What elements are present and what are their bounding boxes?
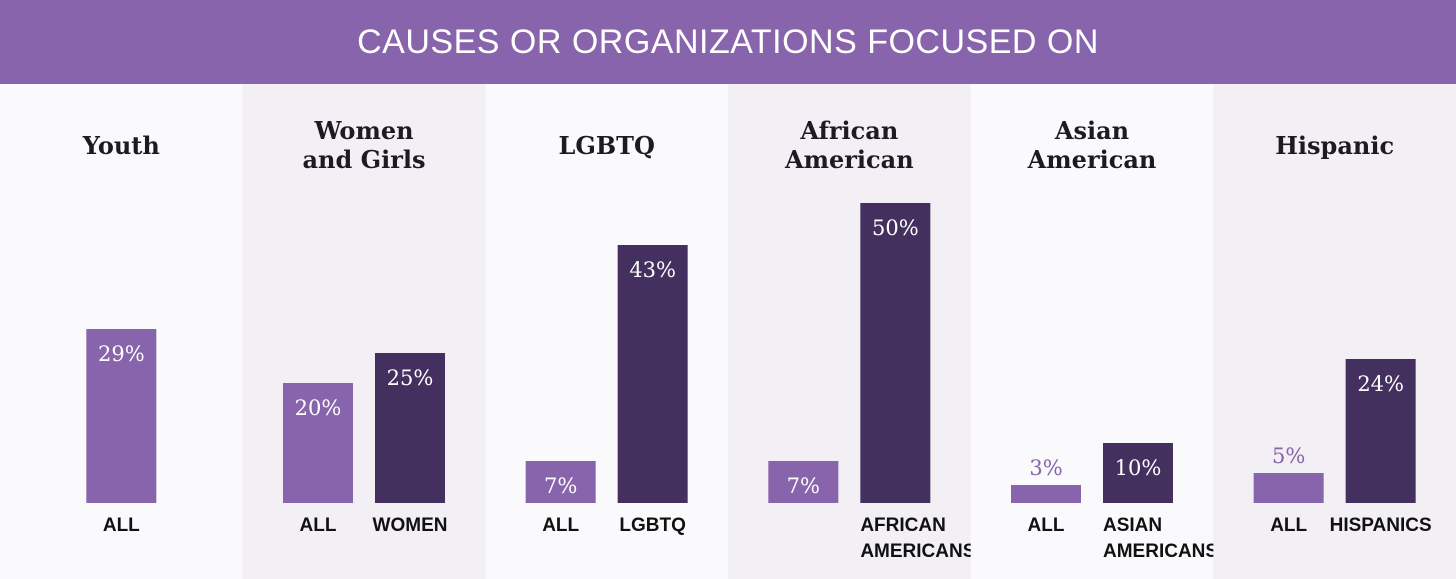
panel-title: Hispanic xyxy=(1275,131,1394,160)
value-label: 5% xyxy=(1272,444,1305,468)
value-label: 50% xyxy=(872,216,919,240)
bar-group xyxy=(1103,443,1173,503)
category-label: ALL xyxy=(542,515,579,536)
category-label: WOMEN xyxy=(373,515,448,536)
bar-group xyxy=(1345,359,1416,503)
panel-title: Women and Girls xyxy=(302,116,425,174)
bar-group xyxy=(375,353,445,503)
category-label: HISPANICS xyxy=(1330,515,1432,536)
category-label: ALL xyxy=(1270,515,1307,536)
value-label: 29% xyxy=(98,342,145,366)
value-label: 25% xyxy=(387,366,434,390)
value-label: 43% xyxy=(629,258,676,282)
category-label: ALL xyxy=(1028,515,1065,536)
category-label: ALL xyxy=(103,515,140,536)
bar-all xyxy=(525,461,596,503)
panel-title: Youth xyxy=(82,131,160,160)
bar-all xyxy=(86,329,157,503)
panel-title: LGBTQ xyxy=(558,131,654,160)
bar-chart: Youth 29% ALL Women and Girls 20% ALL 25% WOMEN L… xyxy=(0,84,1456,579)
bar-all xyxy=(1011,485,1081,503)
chart-title: CAUSES OR ORGANIZATIONS FOCUSED ON xyxy=(357,22,1099,61)
value-label: 3% xyxy=(1029,456,1062,480)
panel-title: Asian American xyxy=(1027,116,1157,174)
bar-group xyxy=(860,203,931,503)
panel-title: African American xyxy=(784,116,914,174)
bar-all xyxy=(283,383,353,503)
category-label: AFRICAN AMERICANS xyxy=(860,515,975,562)
value-label: 24% xyxy=(1357,372,1404,396)
bar-all xyxy=(1253,473,1324,503)
category-label: LGBTQ xyxy=(619,515,686,536)
value-label: 20% xyxy=(295,396,342,420)
chart-title-banner: CAUSES OR ORGANIZATIONS FOCUSED ON xyxy=(0,0,1456,84)
bar-all xyxy=(768,461,839,503)
bar-group xyxy=(617,245,688,503)
category-label: ASIAN AMERICANS xyxy=(1103,515,1218,562)
category-label: ALL xyxy=(300,515,337,536)
value-label: 7% xyxy=(544,474,577,498)
value-label: 7% xyxy=(787,474,820,498)
value-label: 10% xyxy=(1115,456,1162,480)
